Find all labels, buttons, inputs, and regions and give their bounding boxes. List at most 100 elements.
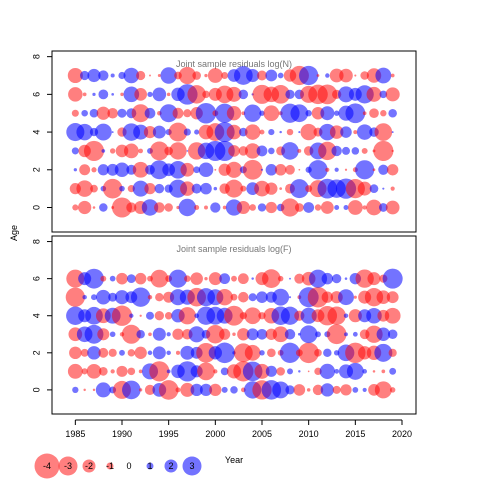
negative-residual-bubble <box>244 124 261 140</box>
negative-residual-bubble <box>225 179 243 198</box>
positive-residual-bubble <box>285 385 295 395</box>
negative-residual-bubble <box>204 205 208 210</box>
positive-residual-bubble <box>342 146 350 155</box>
positive-residual-bubble <box>219 273 231 285</box>
negative-residual-bubble <box>306 388 311 392</box>
positive-residual-bubble <box>183 128 191 136</box>
positive-residual-bubble <box>221 386 228 393</box>
negative-residual-bubble <box>386 164 399 176</box>
negative-residual-bubble <box>79 164 91 176</box>
negative-residual-bubble <box>265 182 278 195</box>
negative-residual-bubble <box>65 287 85 307</box>
positive-residual-bubble <box>351 147 360 155</box>
positive-residual-bubble <box>96 289 111 305</box>
positive-residual-bubble <box>332 274 342 284</box>
positive-residual-bubble <box>305 110 312 117</box>
positive-residual-bubble <box>87 346 101 360</box>
negative-residual-bubble <box>238 291 249 303</box>
negative-residual-bubble <box>326 324 347 345</box>
positive-residual-bubble <box>168 269 188 288</box>
negative-residual-bubble <box>194 204 200 210</box>
positive-residual-bubble <box>186 150 189 152</box>
negative-residual-bubble <box>329 125 344 139</box>
positive-residual-bubble <box>146 311 154 320</box>
negative-residual-bubble <box>298 342 319 364</box>
legend-label: -4 <box>43 461 51 471</box>
positive-residual-bubble <box>152 125 166 139</box>
positive-residual-bubble <box>122 380 141 400</box>
negative-residual-bubble <box>172 107 184 119</box>
negative-residual-bubble <box>155 292 164 302</box>
positive-residual-bubble <box>233 66 253 85</box>
negative-residual-bubble <box>204 73 208 78</box>
negative-residual-bubble <box>90 184 98 193</box>
negative-residual-bubble <box>149 141 169 161</box>
positive-residual-bubble <box>81 109 88 117</box>
negative-residual-bubble <box>175 350 181 355</box>
positive-residual-bubble <box>265 164 278 176</box>
negative-residual-bubble <box>366 86 382 102</box>
negative-residual-bubble <box>108 348 117 357</box>
positive-residual-bubble <box>379 90 388 99</box>
negative-residual-bubble <box>321 291 334 303</box>
negative-residual-bubble <box>390 73 395 78</box>
negative-residual-bubble <box>332 385 341 394</box>
negative-residual-bubble <box>107 107 118 119</box>
positive-residual-bubble <box>243 104 262 122</box>
negative-residual-bubble <box>320 201 334 214</box>
positive-residual-bubble <box>152 346 166 360</box>
negative-residual-bubble <box>316 74 320 77</box>
negative-residual-bubble <box>116 365 128 377</box>
negative-residual-bubble <box>98 347 109 358</box>
positive-residual-bubble <box>130 287 151 307</box>
negative-residual-bubble <box>280 198 300 217</box>
negative-residual-bubble <box>131 104 150 123</box>
panel-title: Joint sample residuals log(F) <box>176 244 291 254</box>
negative-residual-bubble <box>208 272 222 286</box>
negative-residual-bubble <box>134 88 147 101</box>
negative-residual-bubble <box>259 129 265 135</box>
negative-residual-bubble <box>372 168 376 172</box>
negative-residual-bubble <box>76 180 93 197</box>
negative-residual-bubble <box>139 314 142 317</box>
negative-residual-bubble <box>265 201 278 214</box>
negative-residual-bubble <box>116 272 128 285</box>
negative-residual-bubble <box>327 306 346 325</box>
x-tick-label: 2000 <box>205 429 225 439</box>
positive-residual-bubble <box>66 306 85 325</box>
positive-residual-bubble <box>289 277 291 280</box>
positive-residual-bubble <box>352 387 359 393</box>
negative-residual-bubble <box>314 204 322 211</box>
negative-residual-bubble <box>277 275 284 282</box>
positive-residual-bubble <box>320 383 334 397</box>
panel-logF: Joint sample residuals log(F) 0 2 4 6 8 <box>31 235 417 415</box>
negative-residual-bubble <box>329 68 344 83</box>
positive-residual-bubble <box>362 387 367 392</box>
negative-residual-bubble <box>373 140 394 161</box>
y-tick-label: 6 <box>31 92 41 97</box>
negative-residual-bubble <box>147 294 153 300</box>
negative-residual-bubble <box>367 272 381 286</box>
positive-residual-bubble <box>152 87 167 102</box>
positive-residual-bubble <box>136 330 145 339</box>
positive-residual-bubble <box>99 203 108 212</box>
positive-residual-bubble <box>159 104 178 123</box>
positive-residual-bubble <box>338 289 354 306</box>
negative-residual-bubble <box>242 159 263 180</box>
negative-residual-bubble <box>91 167 97 173</box>
positive-residual-bubble <box>195 102 217 124</box>
negative-residual-bubble <box>385 200 400 215</box>
positive-residual-bubble <box>290 104 309 123</box>
legend-bubble <box>82 459 96 473</box>
negative-residual-bubble <box>96 106 110 120</box>
positive-residual-bubble <box>114 290 130 305</box>
negative-residual-bubble <box>213 369 218 374</box>
negative-residual-bubble <box>178 66 196 85</box>
positive-residual-bubble <box>111 131 114 134</box>
positive-residual-bubble <box>73 168 77 172</box>
positive-residual-bubble <box>89 108 99 118</box>
positive-residual-bubble <box>98 89 109 100</box>
negative-residual-bubble <box>355 269 374 288</box>
negative-residual-bubble <box>263 105 280 122</box>
positive-residual-bubble <box>109 275 116 282</box>
